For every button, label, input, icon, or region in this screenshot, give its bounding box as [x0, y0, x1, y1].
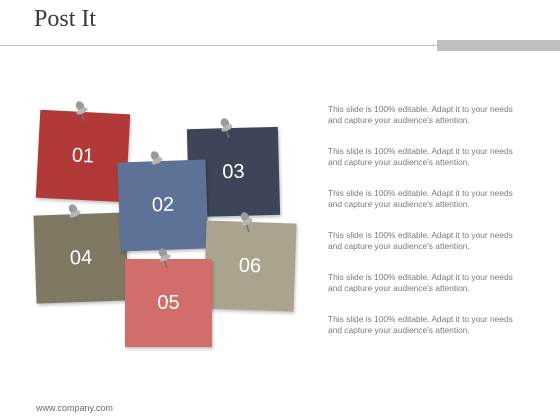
note-02-label: 02	[151, 193, 175, 217]
slide-title: Post It	[34, 6, 97, 32]
description-text: This slide is 100% editable. Adapt it to…	[328, 188, 513, 209]
pushpin-icon	[240, 212, 253, 233]
pushpin-icon	[68, 204, 81, 225]
note-06-label: 06	[238, 254, 262, 277]
title-divider	[0, 45, 440, 46]
note-01-label: 01	[71, 143, 95, 168]
description-text: This slide is 100% editable. Adapt it to…	[328, 314, 513, 335]
description-text: This slide is 100% editable. Adapt it to…	[328, 230, 513, 251]
description-text: This slide is 100% editable. Adapt it to…	[328, 272, 513, 293]
pushpin-icon	[150, 151, 163, 172]
description-text: This slide is 100% editable. Adapt it to…	[328, 104, 513, 125]
pushpin-icon	[220, 118, 233, 139]
title-accent-bar	[437, 40, 560, 51]
pushpin-icon	[75, 101, 88, 122]
pushpin-icon	[158, 248, 171, 269]
note-03-label: 03	[222, 160, 245, 183]
note-01: 01	[35, 109, 131, 203]
note-06: 06	[203, 220, 297, 312]
note-05-label: 05	[157, 291, 180, 314]
note-04: 04	[33, 212, 129, 304]
note-02: 02	[117, 159, 209, 252]
footer-url: www.company.com	[36, 403, 113, 413]
note-05: 05	[125, 259, 212, 347]
description-text: This slide is 100% editable. Adapt it to…	[328, 146, 513, 167]
note-04-label: 04	[69, 246, 93, 269]
